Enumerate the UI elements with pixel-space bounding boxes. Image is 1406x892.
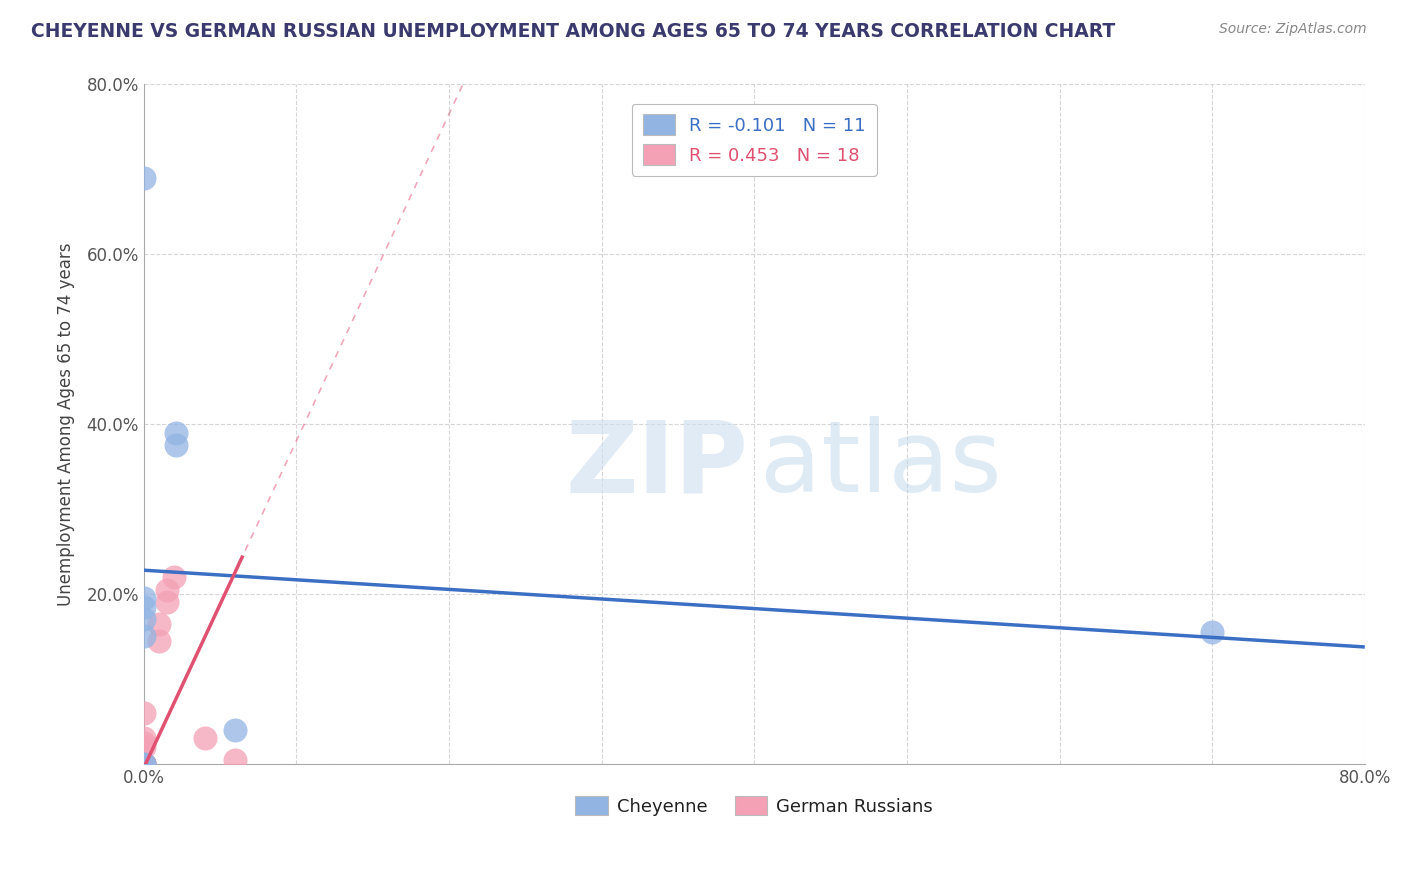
Point [1201, 625, 1223, 640]
Point [132, 756, 155, 771]
Point [163, 570, 186, 584]
Point [155, 582, 177, 597]
Point [132, 756, 155, 771]
Point [165, 438, 187, 452]
Point [132, 756, 155, 771]
Point [132, 756, 155, 771]
Text: ZIP: ZIP [565, 417, 748, 514]
Point [165, 425, 187, 440]
Text: atlas: atlas [761, 417, 1002, 514]
Point [132, 756, 155, 771]
Point [132, 756, 155, 771]
Point [148, 616, 170, 631]
Point [155, 595, 177, 609]
Legend: Cheyenne, German Russians: Cheyenne, German Russians [568, 789, 941, 822]
Point [132, 756, 155, 771]
Point [132, 756, 155, 771]
Text: Source: ZipAtlas.com: Source: ZipAtlas.com [1219, 22, 1367, 37]
Text: CHEYENNE VS GERMAN RUSSIAN UNEMPLOYMENT AMONG AGES 65 TO 74 YEARS CORRELATION CH: CHEYENNE VS GERMAN RUSSIAN UNEMPLOYMENT … [31, 22, 1115, 41]
Point [132, 599, 155, 614]
Point [132, 736, 155, 750]
Point [132, 612, 155, 626]
Point [132, 756, 155, 771]
Point [132, 706, 155, 720]
Point [132, 629, 155, 643]
Y-axis label: Unemployment Among Ages 65 to 74 years: Unemployment Among Ages 65 to 74 years [58, 243, 75, 606]
Point [132, 591, 155, 606]
Point [224, 723, 246, 737]
Point [132, 739, 155, 754]
Point [224, 753, 246, 767]
Point [148, 633, 170, 648]
Point [132, 170, 155, 185]
Point [194, 731, 217, 746]
Point [132, 731, 155, 746]
